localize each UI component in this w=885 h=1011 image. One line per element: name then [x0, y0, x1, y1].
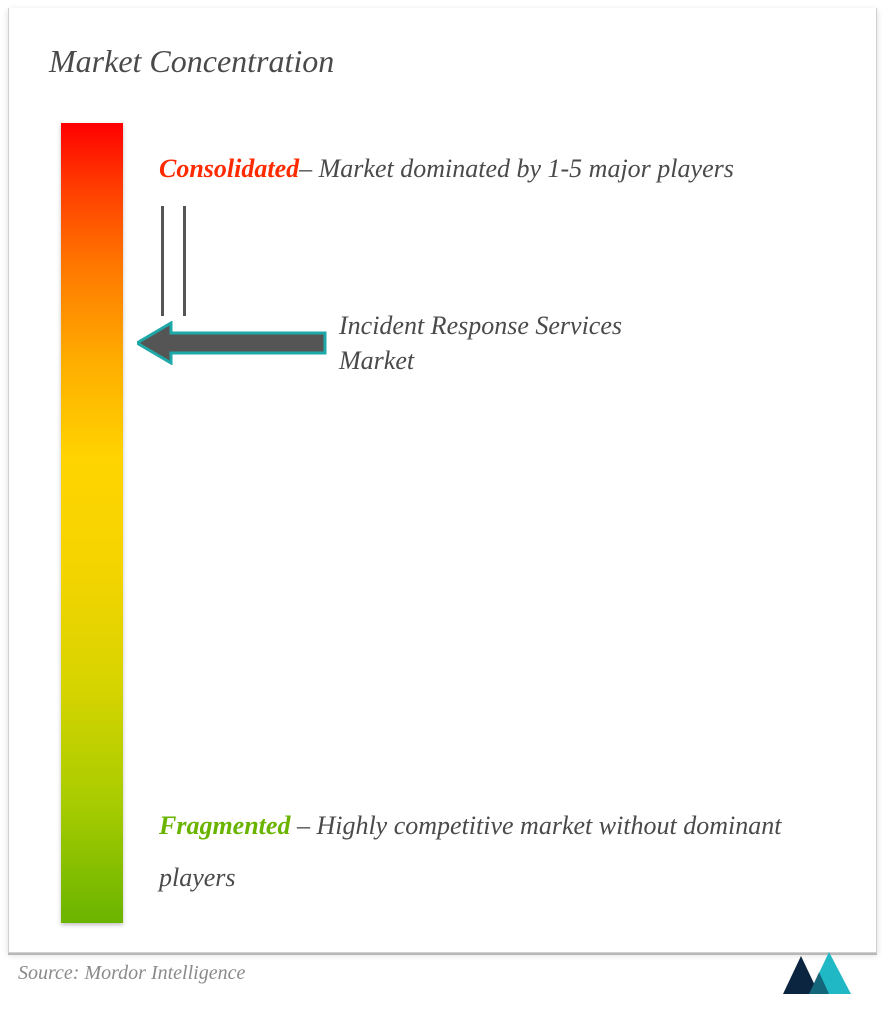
footer-divider [8, 953, 877, 955]
consolidated-bold: Consolidated [159, 154, 299, 183]
fragmented-bold: Fragmented [159, 811, 290, 840]
market-name-label: Incident Response Services Market [339, 308, 699, 378]
consolidated-label: Consolidated– Market dominated by 1-5 ma… [159, 143, 819, 195]
page-title: Market Concentration [49, 43, 334, 80]
infographic-card: Market Concentration Consolidated– Marke… [8, 8, 877, 953]
brand-logo [779, 948, 857, 998]
concentration-gradient-bar [61, 123, 123, 923]
market-position-arrow [137, 321, 327, 365]
marker-vertical-lines [161, 206, 201, 316]
fragmented-label: Fragmented – Highly competitive market w… [159, 800, 859, 904]
arrow-icon [137, 323, 325, 363]
source-attribution: Source: Mordor Intelligence [18, 962, 245, 985]
consolidated-rest: – Market dominated by 1-5 major players [299, 154, 734, 183]
